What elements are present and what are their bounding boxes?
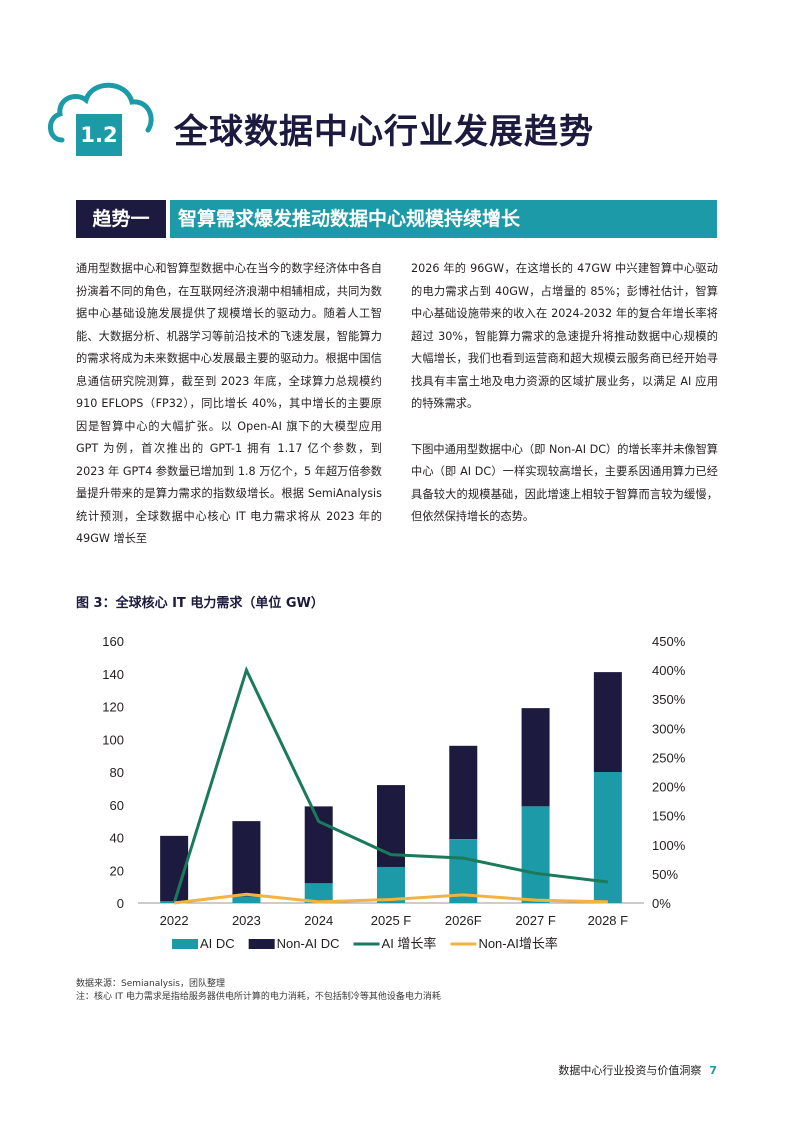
source-note: 数据来源：Semianalysis，团队整理	[76, 979, 225, 989]
x-tick-label: 2023	[232, 913, 261, 928]
legend-label: Non-AI增长率	[478, 936, 557, 951]
x-tick-label: 2028 F	[588, 913, 629, 928]
page-number: 7	[709, 1064, 717, 1077]
legend-swatch	[172, 939, 198, 949]
page-footer: 数据中心行业投资与价值洞察 7	[558, 1062, 717, 1078]
y-tick-label-left: 160	[102, 634, 124, 649]
body-paragraph: 通用型数据中心和智算型数据中心在当今的数字经济体中各自扮演着不同的角色，在互联网…	[76, 262, 382, 545]
y-tick-label-right: 250%	[652, 750, 686, 765]
bar-ai-dc	[449, 839, 478, 903]
cloud-icon	[48, 82, 154, 143]
power-demand-chart: 160 140 120 100 80 60 40 20 0 450% 400% 350% 300% 250…	[102, 634, 686, 951]
y-tick-label-left: 20	[110, 863, 124, 878]
y-tick-label-left: 140	[102, 667, 124, 682]
x-tick-label: 2026F	[445, 913, 482, 928]
x-tick-label: 2027 F	[515, 913, 556, 928]
bar-non-ai-dc	[593, 672, 622, 772]
legend-label: AI DC	[200, 936, 235, 951]
legend-label: AI 增长率	[382, 936, 437, 951]
line-ai-growth	[172, 666, 609, 904]
bar-ai-dc	[521, 806, 550, 903]
x-tick-label: 2024	[304, 913, 333, 928]
bar-ai-dc	[377, 866, 405, 903]
y-tick-label-right: 200%	[652, 780, 686, 795]
bar-ai-dc	[304, 883, 333, 903]
trend-title: 智算需求爆发推动数据中心规模持续增长	[170, 200, 717, 238]
footnote: 注：核心 IT 电力需求是指给服务器供电所计算的电力消耗，不包括制冷等其他设备电…	[76, 992, 441, 1002]
body-paragraph: 2026 年的 96GW，在这增长的 47GW 中兴建智算中心驱动的电力需求占到…	[411, 262, 718, 410]
bar-non-ai-dc	[304, 806, 333, 884]
figure-title: 图 3：全球核心 IT 电力需求（单位 GW）	[76, 596, 324, 611]
y-tick-label-right: 100%	[652, 838, 686, 853]
y-tick-label-right: 150%	[652, 809, 686, 824]
x-tick-label: 2025 F	[371, 913, 412, 928]
y-tick-label-right: 0%	[652, 896, 671, 911]
y-tick-label-right: 450%	[652, 634, 686, 649]
y-tick-label-left: 40	[110, 831, 124, 846]
legend-label: Non-AI DC	[277, 936, 340, 951]
legend-swatch	[248, 939, 275, 949]
y-tick-label-right: 400%	[652, 663, 686, 678]
body-column-right: 2026 年的 96GW，在这增长的 47GW 中兴建智算中心驱动的电力需求占到…	[411, 258, 718, 529]
trend-tag: 趋势一	[76, 200, 166, 238]
y-tick-label-right: 350%	[652, 692, 686, 707]
section-title: 全球数据中心行业发展趋势	[174, 112, 594, 152]
bar-non-ai-dc	[449, 745, 478, 840]
bar-ai-dc	[232, 896, 261, 903]
trend-banner: 趋势一 智算需求爆发推动数据中心规模持续增长	[76, 200, 717, 238]
y-tick-label-left: 60	[110, 798, 124, 813]
figure-notes: 数据来源：Semianalysis，团队整理 注：核心 IT 电力需求是指给服务…	[76, 978, 441, 1004]
body-paragraph: 下图中通用型数据中心（即 Non-AI DC）的增长率并未像智算中心（即 AI …	[411, 442, 718, 524]
y-tick-label-left: 100	[102, 732, 124, 747]
y-tick-label-left: 80	[110, 765, 124, 780]
x-tick-label: 2022	[160, 913, 189, 928]
section-number: 1.2	[76, 114, 122, 156]
line-non-ai-growth	[173, 892, 608, 905]
body-column-left: 通用型数据中心和智算型数据中心在当今的数字经济体中各自扮演着不同的角色，在互联网…	[76, 258, 382, 551]
bar-ai-dc	[593, 772, 622, 903]
y-tick-label-right: 50%	[652, 867, 678, 882]
y-tick-label-right: 300%	[652, 721, 686, 736]
bar-non-ai-dc	[521, 708, 550, 807]
footer-title: 数据中心行业投资与价值洞察	[558, 1064, 702, 1077]
section-header: 1.2 全球数据中心行业发展趋势	[44, 74, 664, 164]
bar-non-ai-dc	[232, 821, 261, 897]
y-tick-label-left: 0	[117, 896, 124, 911]
y-tick-label-left: 120	[102, 700, 124, 715]
